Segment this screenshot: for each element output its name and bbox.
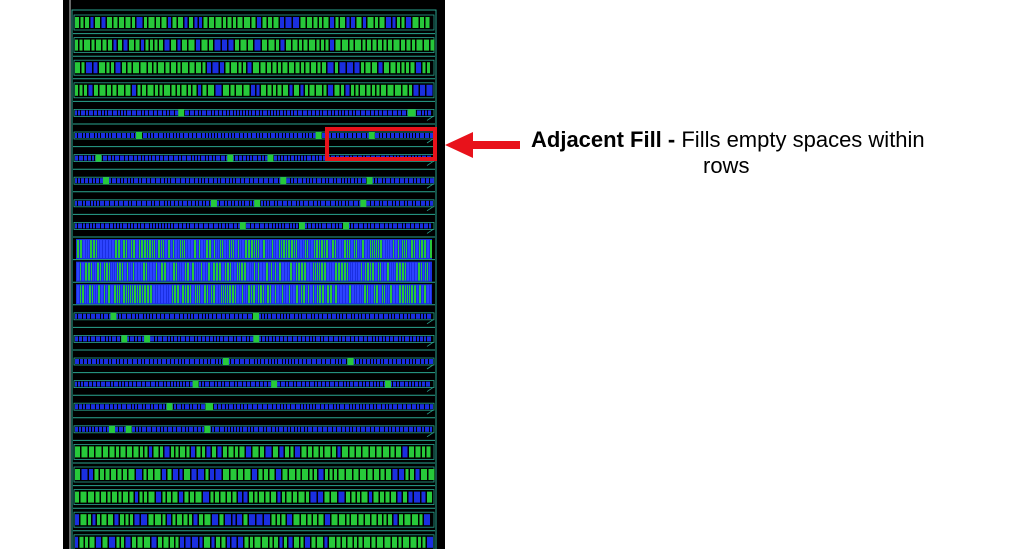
placement-row [73,443,435,464]
placement-row [73,14,435,35]
placement-row [73,534,435,549]
placement-row [73,82,435,102]
placement-row [73,221,435,238]
callout-arrow-icon [445,132,520,158]
placement-row [73,425,435,441]
placement-row [73,312,435,328]
placement-row [73,109,435,125]
placement-row [73,511,435,532]
adjacent-fill-highlight-box [325,127,437,161]
placement-row [73,37,435,57]
placement-row [73,199,435,215]
annotation-description: Fills empty spaces within [675,127,925,152]
placement-row [73,489,435,509]
placement-layout [69,0,437,549]
placement-row [73,176,435,193]
placement-row [73,402,435,419]
annotation-text: Adjacent Fill - Fills empty spaces withi… [531,127,1001,179]
placement-row [73,59,435,80]
annotation-description-continued: rows [703,153,750,178]
layout-view [63,0,445,549]
placement-row [73,261,435,283]
placement-row [73,284,435,306]
placement-row [73,466,435,487]
placement-row [73,334,435,351]
placement-row [73,239,435,261]
placement-row [73,357,435,374]
placement-row [73,380,435,396]
placement-row [73,131,435,148]
annotation-title: Adjacent Fill - [531,127,676,152]
